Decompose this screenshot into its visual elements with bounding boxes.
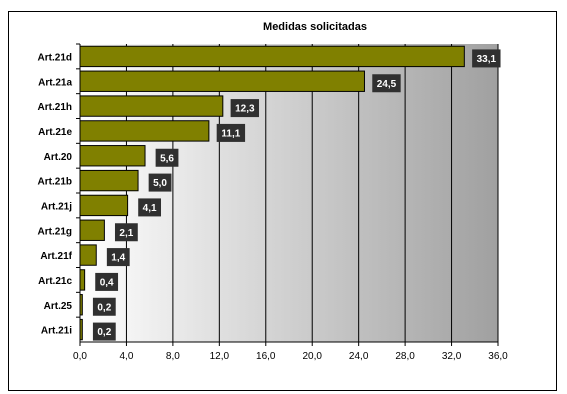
- data-label-box: [138, 198, 162, 217]
- tick-labels: 0,0 4,0 8,0 12,0 16,0 20,0 24,0 28,0 32,0 36,0: [73, 351, 508, 362]
- data-label: 33,1: [472, 49, 501, 68]
- data-label: 2,1: [114, 223, 138, 242]
- data-label: 0,2: [92, 297, 116, 316]
- category-labels: Art.21d Art.21a Art.21h Art.21e Art.20 Art.21…: [38, 52, 73, 336]
- data-label: 11,1: [216, 123, 246, 142]
- data-labels: 33,1 24,5 12,3 11,1 5,6 5,0 4,1 2,1 1,4 0,4 0,2 0,2: [92, 49, 501, 341]
- bar: [79, 45, 465, 68]
- x-tick-label: 28,0: [395, 351, 415, 362]
- data-label-text: 2,1: [119, 228, 133, 239]
- data-label-box: [230, 99, 260, 118]
- data-label: 4,1: [138, 198, 162, 217]
- data-label-box: [155, 148, 179, 167]
- data-label-box: [216, 123, 246, 142]
- category-label: Art.21e: [38, 127, 72, 138]
- bar: [79, 70, 365, 92]
- category-label: Art.21j: [41, 201, 72, 212]
- data-label-text: 5,0: [153, 178, 167, 189]
- data-label-box: [114, 223, 138, 242]
- bar: [79, 169, 139, 192]
- category-label: Art.21i: [41, 326, 72, 337]
- data-label-box: [92, 322, 116, 341]
- data-label: 12,3: [230, 99, 260, 118]
- category-label: Art.21b: [38, 177, 72, 188]
- bar: [79, 95, 224, 117]
- x-tick-label: 12,0: [210, 351, 230, 362]
- bar: [79, 269, 86, 291]
- gridlines: [125, 44, 499, 342]
- bar: [79, 244, 97, 266]
- data-label-text: 0,2: [97, 302, 111, 313]
- data-label-text: 33,1: [477, 54, 497, 65]
- data-label-text: 5,6: [160, 153, 174, 164]
- data-label: 0,2: [92, 322, 116, 341]
- data-label-text: 11,1: [221, 128, 240, 139]
- category-label: Art.21a: [38, 77, 72, 88]
- x-tick-label: 4,0: [119, 351, 133, 362]
- data-label-box: [372, 74, 401, 93]
- data-label-box: [106, 248, 130, 267]
- data-label-box: [95, 272, 119, 291]
- data-label-box: [472, 49, 501, 68]
- bar: [79, 145, 146, 167]
- data-label-text: 4,1: [143, 203, 157, 214]
- data-label: 5,0: [148, 173, 172, 192]
- category-label: Art.21d: [38, 52, 72, 63]
- category-label: Art.21h: [38, 102, 72, 113]
- x-tick-label: 36,0: [488, 351, 508, 362]
- category-label: Art.21g: [38, 226, 72, 237]
- data-label-box: [92, 297, 116, 316]
- axes: [76, 43, 499, 346]
- data-label: 5,6: [155, 148, 179, 167]
- bars: [79, 45, 465, 341]
- x-tick-label: 0,0: [73, 351, 87, 362]
- x-tick-label: 24,0: [349, 351, 369, 362]
- data-label-box: [148, 173, 172, 192]
- category-label: Art.25: [44, 301, 73, 312]
- x-tick-label: 8,0: [166, 351, 180, 362]
- data-label-text: 12,3: [235, 104, 255, 115]
- plot-area: [80, 44, 498, 342]
- data-label: 0,4: [95, 272, 119, 291]
- data-label: 1,4: [106, 248, 130, 267]
- bar: [79, 219, 105, 241]
- x-tick-label: 20,0: [302, 351, 322, 362]
- category-label: Art.20: [44, 152, 73, 163]
- category-label: Art.21c: [38, 276, 72, 287]
- x-tick-label: 16,0: [256, 351, 276, 362]
- bar: [79, 194, 129, 217]
- data-label-text: 0,2: [97, 327, 111, 338]
- x-tick-label: 32,0: [442, 351, 462, 362]
- data-label-text: 1,4: [111, 253, 125, 264]
- data-label-text: 24,5: [377, 79, 397, 90]
- data-label: 24,5: [372, 74, 401, 93]
- category-label: Art.21f: [40, 251, 72, 262]
- data-label-text: 0,4: [100, 277, 114, 288]
- bar: [79, 120, 210, 142]
- chart-title: Medidas solicitadas: [263, 21, 367, 33]
